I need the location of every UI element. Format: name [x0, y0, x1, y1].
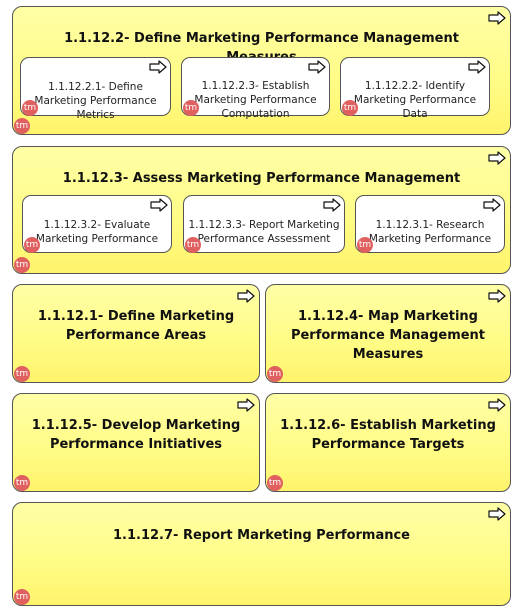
subprocess-title: 1.1.12.2.2- Identify Marketing Performan… [353, 80, 477, 120]
subprocess-title: 1.1.12.2.1- Define Marketing Performance… [34, 81, 157, 121]
process-arrow-icon [488, 11, 506, 25]
box-title: 1.1.12.4- Map Marketing Performance Mana… [290, 309, 486, 362]
tm-badge-icon: tm [267, 475, 283, 491]
tm-badge-icon: tm [14, 257, 30, 273]
tm-badge-icon: tm [14, 589, 30, 605]
box-title: 1.1.12.3- Assess Marketing Performance M… [62, 171, 461, 186]
subprocess-establish-computation[interactable]: 1.1.12.2.3- Establish Marketing Performa… [181, 57, 330, 120]
process-arrow-icon [483, 198, 501, 212]
tm-badge-icon: tm [14, 118, 30, 134]
process-box-establish-targets[interactable]: 1.1.12.6- Establish Marketing Performanc… [265, 393, 511, 492]
subprocess-report-assessment[interactable]: 1.1.12.3.3- Report Marketing Performance… [183, 195, 345, 253]
box-title: 1.1.12.6- Establish Marketing Performanc… [280, 418, 496, 452]
tm-badge-icon: tm [14, 366, 30, 382]
process-arrow-icon [488, 507, 506, 521]
subprocess-title: 1.1.12.3.3- Report Marketing Performance… [188, 219, 340, 245]
process-box-develop-initiatives[interactable]: 1.1.12.5- Develop Marketing Performance … [12, 393, 260, 492]
subprocess-research[interactable]: 1.1.12.3.1- Research Marketing Performan… [355, 195, 505, 253]
tm-badge-icon: tm [342, 100, 358, 116]
tm-badge-icon: tm [267, 366, 283, 382]
subprocess-evaluate[interactable]: 1.1.12.3.2- Evaluate Marketing Performan… [22, 195, 172, 253]
process-arrow-icon [488, 151, 506, 165]
tm-badge-icon: tm [183, 100, 199, 116]
process-box-map-measures[interactable]: 1.1.12.4- Map Marketing Performance Mana… [265, 284, 511, 383]
tm-badge-icon: tm [185, 237, 201, 253]
process-arrow-icon [488, 398, 506, 412]
process-arrow-icon [468, 60, 486, 74]
tm-badge-icon: tm [357, 237, 373, 253]
subprocess-identify-data[interactable]: 1.1.12.2.2- Identify Marketing Performan… [340, 57, 490, 120]
process-box-define-areas[interactable]: 1.1.12.1- Define Marketing Performance A… [12, 284, 260, 383]
tm-badge-icon: tm [24, 237, 40, 253]
process-arrow-icon [237, 398, 255, 412]
process-box-assess[interactable]: 1.1.12.3- Assess Marketing Performance M… [12, 146, 511, 274]
process-arrow-icon [323, 198, 341, 212]
process-arrow-icon [488, 289, 506, 303]
tm-badge-icon: tm [14, 475, 30, 491]
process-arrow-icon [149, 60, 167, 74]
box-title: 1.1.12.1- Define Marketing Performance A… [37, 309, 235, 343]
box-title: 1.1.12.5- Develop Marketing Performance … [31, 418, 241, 452]
tm-badge-icon: tm [22, 100, 38, 116]
subprocess-title: 1.1.12.3.2- Evaluate Marketing Performan… [35, 219, 159, 245]
box-title: 1.1.12.7- Report Marketing Performance [112, 528, 411, 543]
subprocess-define-metrics[interactable]: 1.1.12.2.1- Define Marketing Performance… [20, 57, 171, 121]
process-arrow-icon [237, 289, 255, 303]
process-box-report-performance[interactable]: 1.1.12.7- Report Marketing Performance t… [12, 502, 511, 606]
process-arrow-icon [150, 198, 168, 212]
subprocess-title: 1.1.12.3.1- Research Marketing Performan… [368, 219, 492, 245]
process-arrow-icon [308, 60, 326, 74]
subprocess-title: 1.1.12.2.3- Establish Marketing Performa… [194, 80, 317, 120]
process-box-define-measures[interactable]: 1.1.12.2- Define Marketing Performance M… [12, 6, 511, 135]
